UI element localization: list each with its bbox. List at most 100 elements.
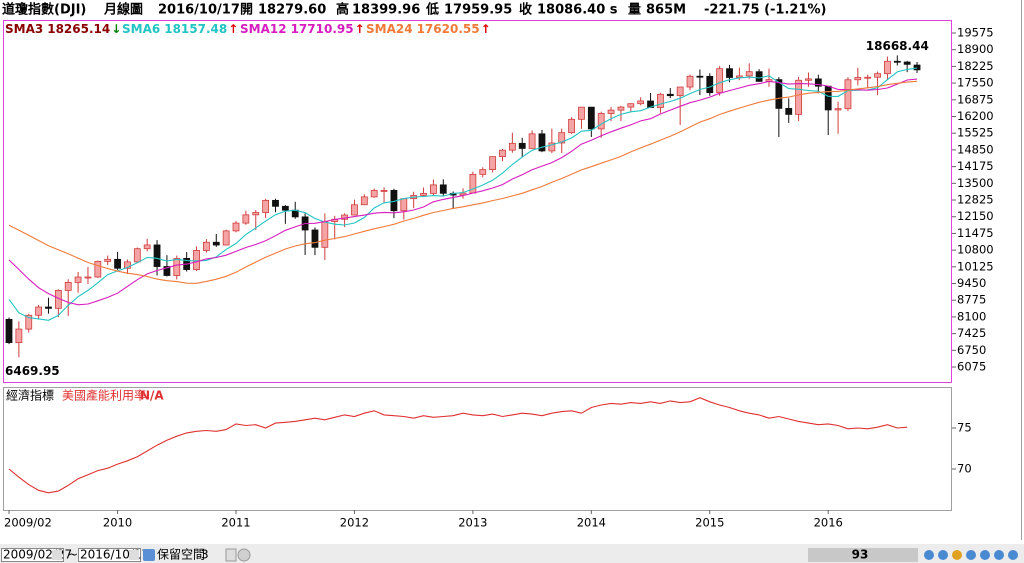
candle-body xyxy=(163,266,171,276)
candle-body xyxy=(380,189,388,192)
y-tick-label: 14850 xyxy=(957,142,994,156)
x-tick-label: 2016 xyxy=(814,516,843,530)
candle-body xyxy=(824,85,832,111)
candle-body xyxy=(370,190,378,198)
candle-body xyxy=(844,79,852,110)
candle-body xyxy=(686,75,694,88)
candle-body xyxy=(528,133,536,149)
candle-body xyxy=(232,222,240,232)
candle-body xyxy=(637,100,645,105)
date: 2016/10/17 xyxy=(158,3,240,18)
end-date-select[interactable] xyxy=(78,548,141,562)
candle-body xyxy=(538,133,546,152)
field-label: 低 xyxy=(425,2,439,18)
main-panel-frame xyxy=(3,20,952,383)
min-label: 6469.95 xyxy=(5,364,60,378)
ma-line xyxy=(8,67,918,321)
candle-body xyxy=(508,142,516,151)
y-tick-label: 6075 xyxy=(957,360,986,374)
tool-icon[interactable] xyxy=(924,550,934,560)
candle-body xyxy=(193,250,200,270)
field-value: 865M xyxy=(646,3,686,18)
ma-line xyxy=(8,78,918,306)
candle-body xyxy=(439,184,447,194)
candle-body xyxy=(834,108,842,111)
candle-body xyxy=(212,241,220,246)
go-button[interactable] xyxy=(143,549,155,561)
candle-body xyxy=(745,71,753,77)
date-separator: ~ xyxy=(68,548,78,562)
refresh-button[interactable] xyxy=(237,548,251,562)
candle-body xyxy=(84,276,92,279)
x-tick-label: 2011 xyxy=(221,516,250,530)
tool-icon[interactable] xyxy=(980,550,990,560)
y-tick-label: 9450 xyxy=(957,276,986,290)
tool-icon[interactable] xyxy=(994,550,1004,560)
candle-body xyxy=(35,306,43,316)
legend-name: SMA24 xyxy=(366,22,413,36)
start-date-select[interactable] xyxy=(1,548,64,562)
field-value: 18279.60 xyxy=(258,3,326,18)
candle-body xyxy=(617,106,625,111)
y-tick-label: 15525 xyxy=(957,126,994,140)
legend-arrow: ↑ xyxy=(228,22,238,36)
candle-body xyxy=(94,260,102,278)
candle-body xyxy=(775,79,783,109)
legend-name: SMA12 xyxy=(240,22,287,36)
dropdown-button[interactable] xyxy=(52,550,62,560)
dropdown-button[interactable] xyxy=(129,550,139,560)
legend-arrow: ↑ xyxy=(355,22,365,36)
candle-body xyxy=(706,75,714,94)
scroll-thumb[interactable] xyxy=(808,548,918,562)
legend-arrow: ↑ xyxy=(481,22,491,36)
indicator-line xyxy=(8,397,908,494)
ma-line xyxy=(8,80,918,284)
candle-body xyxy=(25,314,33,330)
candle-body xyxy=(311,229,319,248)
candle-body xyxy=(696,75,704,78)
y-tick-label: 11475 xyxy=(957,226,994,240)
candle-body xyxy=(5,318,13,343)
y-tick-label: 12150 xyxy=(957,209,994,223)
spin-button[interactable] xyxy=(225,548,237,562)
candle-body xyxy=(74,276,82,283)
legend-value: 17710.95 xyxy=(291,22,354,36)
x-tick-label: 2013 xyxy=(458,516,487,530)
legend-value: 17620.55 xyxy=(417,22,480,36)
field-value: 18086.40 s xyxy=(537,3,618,18)
space-value: 3 xyxy=(201,548,209,562)
candle-body xyxy=(222,230,230,246)
candle-body xyxy=(795,79,802,115)
field-label: 開 xyxy=(240,3,253,18)
field-value: 17959.95 xyxy=(444,3,512,18)
y-tick-label: 16875 xyxy=(957,92,994,106)
candle-body xyxy=(627,103,635,108)
symbol-name: 道瓊指數(DJI) xyxy=(2,2,86,18)
candle-body xyxy=(499,149,506,158)
candle-body xyxy=(360,196,368,206)
candle-body xyxy=(114,258,121,269)
candle-body xyxy=(785,107,793,115)
candle-body xyxy=(15,328,23,343)
candle-body xyxy=(607,109,615,114)
toolbar-bg xyxy=(0,544,1024,563)
y-tick-label: 14175 xyxy=(957,159,994,173)
candle-body xyxy=(479,169,487,175)
candle-body xyxy=(252,212,260,216)
candle-body xyxy=(805,78,812,81)
tool-icon[interactable] xyxy=(952,550,962,560)
tool-icon[interactable] xyxy=(938,550,948,560)
space-label: 保留空間 xyxy=(157,548,205,562)
tool-icon[interactable] xyxy=(966,550,976,560)
bar-count: 93 xyxy=(852,548,869,562)
candle-body xyxy=(489,156,497,171)
candle-body xyxy=(676,86,684,97)
candle-body xyxy=(726,68,733,78)
y-tick-label: 70 xyxy=(957,462,972,476)
x-tick-label: 2010 xyxy=(103,516,132,530)
candle-body xyxy=(133,248,141,263)
max-label: 18668.44 xyxy=(866,39,929,53)
tool-icon[interactable] xyxy=(1008,550,1018,560)
candle-body xyxy=(913,64,921,71)
indicator-title: 經濟指標 xyxy=(6,388,54,403)
